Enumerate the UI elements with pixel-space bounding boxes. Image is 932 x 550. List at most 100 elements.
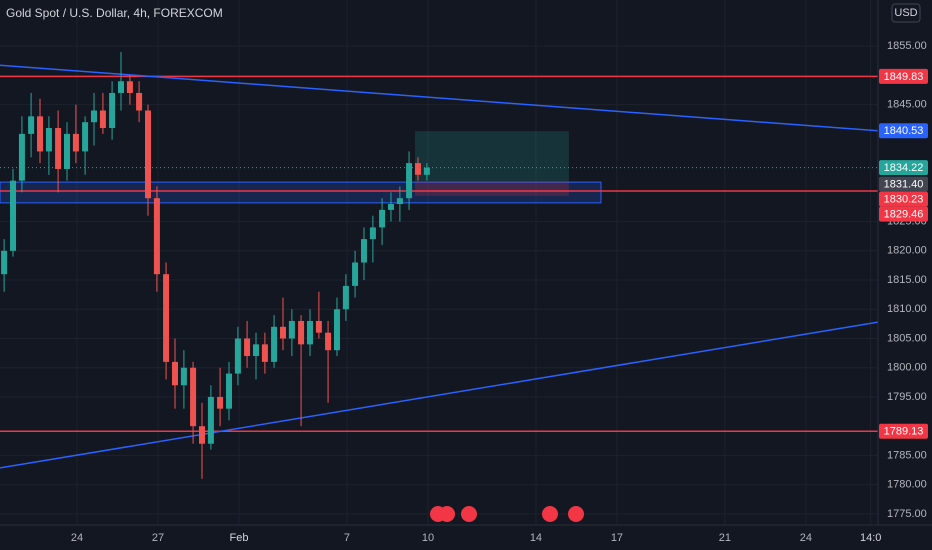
- price-tag-label: 1829.46: [884, 209, 924, 221]
- event-icon[interactable]: [461, 506, 477, 522]
- candle-body: [288, 320, 295, 339]
- candle-body: [126, 81, 133, 93]
- price-tag: [879, 423, 928, 439]
- axes: 1775.00 1780.00 1785.00 1795.00 1800.00 1805.…: [71, 40, 928, 544]
- event-icon[interactable]: [568, 506, 584, 522]
- trendline: [0, 321, 879, 469]
- candle-body: [244, 338, 251, 357]
- x-tick-label: 24: [71, 532, 83, 544]
- candle-body: [37, 116, 44, 152]
- candle-body: [171, 361, 178, 386]
- candle-body: [72, 133, 79, 152]
- candle-body: [10, 180, 17, 251]
- y-tick-label: 1785.00: [887, 449, 927, 461]
- zone: [414, 181, 569, 196]
- candle-body: [217, 396, 224, 409]
- price-tag-label: 1834.22: [884, 162, 924, 174]
- candle-body: [91, 110, 98, 123]
- candle-body: [234, 338, 241, 374]
- price-tag-label: 1789.13: [884, 426, 924, 438]
- candle-body: [352, 262, 359, 286]
- y-tick-label: 1820.00: [887, 245, 927, 257]
- chart-title: Gold Spot / U.S. Dollar, 4h, FOREXCOM: [6, 6, 223, 20]
- candle-body: [342, 285, 349, 310]
- y-tick-label: 1805.00: [887, 332, 927, 344]
- candle-body: [207, 396, 214, 444]
- x-tick-label: 27: [152, 532, 164, 544]
- candle-body: [1, 250, 8, 275]
- x-tick-label: 17: [611, 532, 623, 544]
- candle-body: [45, 128, 52, 152]
- x-tick-label: 14:0: [860, 532, 881, 544]
- candle-body: [99, 110, 106, 129]
- y-tick-label: 1815.00: [887, 274, 927, 286]
- candle-body: [225, 373, 232, 409]
- x-tick-label: 14: [530, 532, 542, 544]
- candle-body: [298, 320, 305, 345]
- candle-body: [333, 309, 340, 351]
- candle-body: [325, 332, 332, 351]
- candle-body: [414, 163, 421, 175]
- price-tag: [879, 191, 928, 207]
- candle-body: [28, 116, 35, 134]
- y-tick-label: 1800.00: [887, 362, 927, 374]
- candle-body: [396, 198, 403, 205]
- x-tick-label: 21: [719, 532, 731, 544]
- candle-body: [261, 344, 268, 362]
- plot-area: [0, 0, 879, 525]
- price-tag: [879, 68, 928, 84]
- y-tick-label: 1780.00: [887, 479, 927, 491]
- price-tag-label: 1840.53: [884, 125, 924, 137]
- event-icon[interactable]: [439, 506, 455, 522]
- candle-body: [118, 81, 125, 93]
- x-tick-label: 10: [422, 532, 434, 544]
- candle-body: [387, 204, 394, 210]
- price-tag: [879, 176, 928, 192]
- price-tag: [879, 160, 928, 176]
- y-tick-label: 1855.00: [887, 40, 927, 52]
- candle-body: [369, 227, 376, 240]
- candle-body: [252, 344, 259, 357]
- zone: [414, 131, 569, 182]
- candle-body: [136, 92, 143, 111]
- candle-body: [64, 133, 71, 169]
- x-tick-label: Feb: [229, 532, 248, 544]
- price-axis: [878, 0, 932, 550]
- candle-body: [180, 367, 187, 386]
- candle-body: [423, 167, 430, 175]
- candle-body: [109, 92, 116, 129]
- x-tick-label: 7: [344, 532, 350, 544]
- candle-body: [306, 320, 313, 345]
- y-tick-label: 1845.00: [887, 99, 927, 111]
- price-tag-label: 1849.83: [884, 71, 924, 83]
- y-tick-label: 1795.00: [887, 391, 927, 403]
- price-tag-label: 1831.40: [884, 179, 924, 191]
- candle-body: [379, 209, 386, 228]
- event-icons: [430, 506, 584, 522]
- candle-body: [82, 122, 89, 152]
- candle-body: [153, 198, 160, 275]
- candle-body: [406, 163, 413, 199]
- candle-body: [198, 426, 205, 444]
- y-tick-label: 1775.00: [887, 508, 927, 520]
- y-tick-label: 1810.00: [887, 303, 927, 315]
- currency: USD: [894, 7, 917, 19]
- candle-body: [360, 239, 367, 263]
- candle-body: [315, 320, 322, 333]
- candle-body: [190, 367, 197, 427]
- price-tag: [879, 206, 928, 222]
- price-tag-label: 1830.23: [884, 194, 924, 206]
- candle-body: [18, 133, 25, 181]
- candle-body: [55, 128, 62, 169]
- event-icon[interactable]: [542, 506, 558, 522]
- candle-body: [271, 326, 278, 362]
- trendline: [0, 64, 879, 132]
- candle-body: [163, 274, 170, 362]
- candle-body: [144, 110, 151, 199]
- currency-box[interactable]: [891, 3, 921, 23]
- candle-body: [279, 326, 286, 339]
- price-tag: [879, 123, 928, 139]
- x-tick-label: 24: [800, 532, 812, 544]
